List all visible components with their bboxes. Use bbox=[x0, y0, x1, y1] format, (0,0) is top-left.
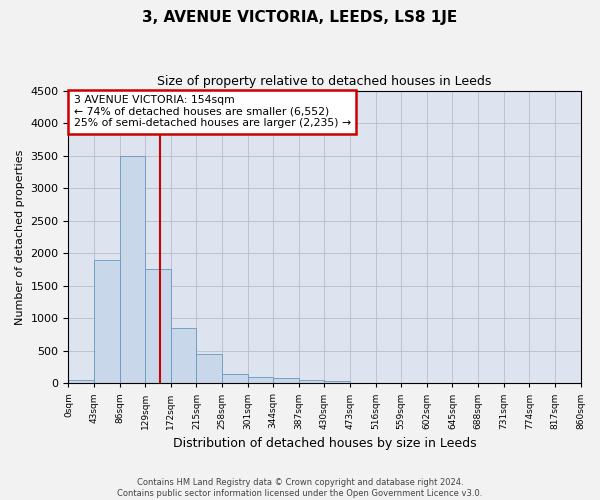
Text: 3, AVENUE VICTORIA, LEEDS, LS8 1JE: 3, AVENUE VICTORIA, LEEDS, LS8 1JE bbox=[142, 10, 458, 25]
Bar bbox=[119, 156, 145, 384]
Bar bbox=[145, 270, 171, 384]
Bar bbox=[248, 377, 273, 384]
Text: 3 AVENUE VICTORIA: 154sqm
← 74% of detached houses are smaller (6,552)
25% of se: 3 AVENUE VICTORIA: 154sqm ← 74% of detac… bbox=[74, 95, 350, 128]
Bar bbox=[273, 378, 299, 384]
Bar bbox=[299, 380, 325, 384]
Text: Contains HM Land Registry data © Crown copyright and database right 2024.
Contai: Contains HM Land Registry data © Crown c… bbox=[118, 478, 482, 498]
Title: Size of property relative to detached houses in Leeds: Size of property relative to detached ho… bbox=[157, 75, 491, 88]
Bar bbox=[222, 374, 248, 384]
Bar bbox=[68, 380, 94, 384]
Bar bbox=[325, 380, 350, 384]
Bar bbox=[171, 328, 196, 384]
Bar bbox=[94, 260, 119, 384]
Y-axis label: Number of detached properties: Number of detached properties bbox=[15, 149, 25, 324]
X-axis label: Distribution of detached houses by size in Leeds: Distribution of detached houses by size … bbox=[173, 437, 476, 450]
Bar bbox=[196, 354, 222, 384]
